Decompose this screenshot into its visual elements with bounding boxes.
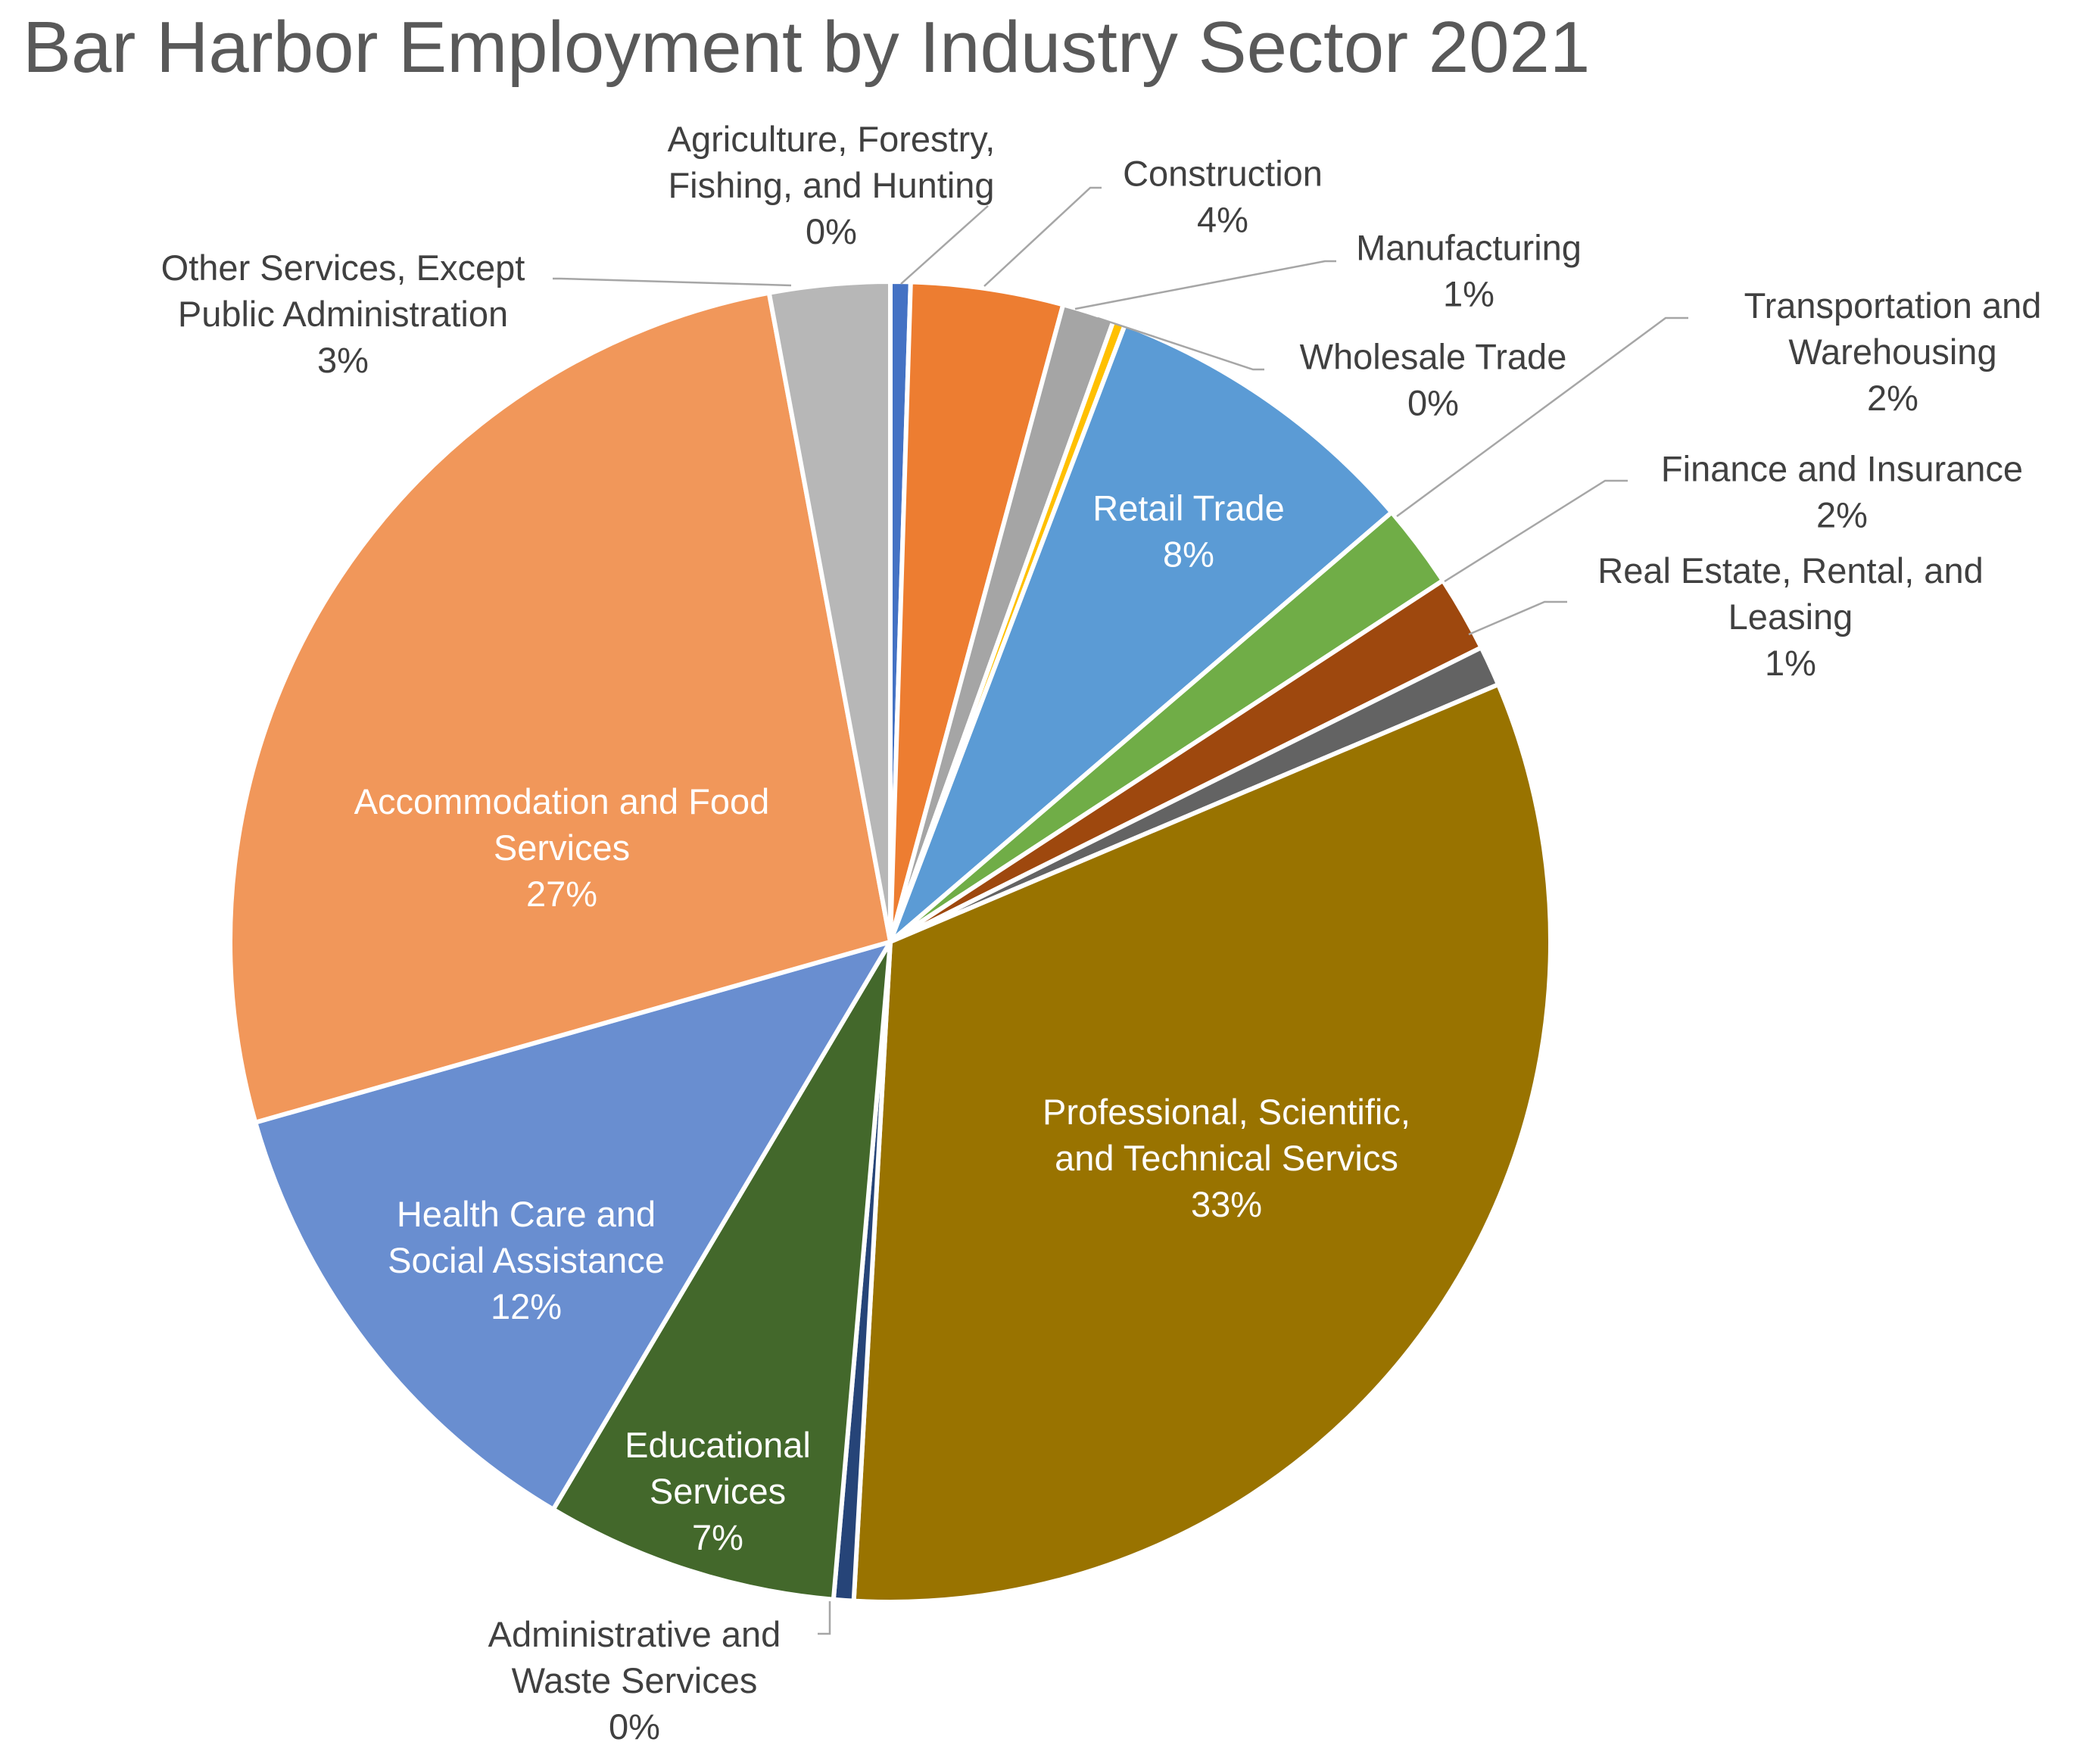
slice-category-label: Accommodation and Food bbox=[354, 781, 770, 821]
slice-label-10: Educational Services 7% bbox=[625, 1425, 811, 1557]
slice-percent-label: 1% bbox=[1765, 643, 1816, 683]
slice-percent-label: 27% bbox=[526, 874, 597, 914]
slice-category-label: Retail Trade bbox=[1092, 488, 1284, 528]
slice-labels: Agriculture, Forestry, Fishing, and Hunti… bbox=[161, 119, 2042, 1747]
slice-percent-label: 7% bbox=[692, 1517, 743, 1557]
slice-category-label: Educational bbox=[625, 1425, 811, 1465]
leader-line-6 bbox=[1444, 479, 1628, 583]
slice-category-label: Leasing bbox=[1728, 597, 1853, 637]
slice-percent-label: 4% bbox=[1197, 200, 1248, 240]
slice-label-4: Retail Trade 8% bbox=[1092, 488, 1284, 575]
slice-percent-label: 0% bbox=[1407, 383, 1459, 423]
slice-category-label: Warehousing bbox=[1788, 332, 1996, 372]
leader-line-1 bbox=[983, 186, 1102, 287]
slice-percent-label: 33% bbox=[1191, 1184, 1262, 1224]
slice-category-label: Services bbox=[650, 1471, 786, 1511]
slice-category-label: Fishing, and Hunting bbox=[668, 165, 994, 205]
slice-label-2: Manufacturing 1% bbox=[1356, 228, 1582, 314]
chart-title: Bar Harbor Employment by Industry Sector… bbox=[23, 7, 1591, 88]
slice-label-7: Real Estate, Rental, and Leasing 1% bbox=[1597, 550, 1983, 683]
slice-category-label: Real Estate, Rental, and bbox=[1597, 550, 1983, 591]
slice-label-12: Accommodation and Food Services 27% bbox=[354, 781, 770, 914]
slice-percent-label: 2% bbox=[1816, 495, 1868, 535]
leader-line-13 bbox=[553, 277, 792, 287]
leader-line-5 bbox=[1396, 316, 1688, 518]
slice-label-6: Finance and Insurance 2% bbox=[1661, 449, 2023, 535]
slice-label-0: Agriculture, Forestry, Fishing, and Hunti… bbox=[668, 119, 996, 251]
slice-category-label: and Technical Servics bbox=[1055, 1138, 1398, 1178]
slice-category-label: Manufacturing bbox=[1356, 228, 1582, 268]
slice-label-11: Health Care and Social Assistance 12% bbox=[388, 1194, 665, 1326]
slice-category-label: Health Care and bbox=[397, 1194, 656, 1234]
slice-category-label: Wholesale Trade bbox=[1300, 337, 1567, 377]
pie-slice-10 bbox=[550, 940, 893, 1602]
pie-slice-8 bbox=[851, 682, 1553, 1604]
pie-slice-12 bbox=[228, 290, 893, 1125]
slice-category-label: Construction bbox=[1123, 154, 1323, 194]
slice-percent-label: 12% bbox=[491, 1286, 562, 1326]
slice-category-label: Finance and Insurance bbox=[1661, 449, 2023, 489]
slice-percent-label: 8% bbox=[1163, 534, 1214, 575]
slice-label-3: Wholesale Trade 0% bbox=[1300, 337, 1567, 423]
slice-percent-label: 2% bbox=[1867, 378, 1918, 418]
slice-category-label: Social Assistance bbox=[388, 1240, 665, 1280]
slice-category-label: Public Administration bbox=[178, 294, 508, 334]
slice-label-9: Administrative and Waste Services 0% bbox=[488, 1614, 781, 1747]
slice-category-label: Transportation and bbox=[1744, 285, 2042, 326]
slice-category-label: Services bbox=[494, 827, 630, 868]
leader-line-7 bbox=[1468, 600, 1567, 636]
slice-category-label: Agriculture, Forestry, bbox=[668, 119, 996, 159]
leader-line-3 bbox=[1097, 316, 1264, 371]
slice-label-5: Transportation and Warehousing 2% bbox=[1744, 285, 2042, 418]
slice-percent-label: 3% bbox=[317, 340, 369, 380]
slice-category-label: Administrative and bbox=[488, 1614, 781, 1654]
leader-line-2 bbox=[1074, 260, 1336, 310]
leader-line-0 bbox=[900, 205, 989, 285]
pie-slice-13 bbox=[766, 279, 893, 944]
pie-slices bbox=[228, 279, 1553, 1604]
slice-label-13: Other Services, Except Public Administrat… bbox=[161, 248, 525, 380]
slice-category-label: Professional, Scientific, bbox=[1043, 1092, 1410, 1132]
slice-percent-label: 0% bbox=[806, 211, 857, 251]
slice-percent-label: 0% bbox=[609, 1706, 660, 1747]
slice-category-label: Waste Services bbox=[512, 1660, 758, 1700]
slice-label-1: Construction 4% bbox=[1123, 154, 1323, 240]
leader-line-9 bbox=[818, 1601, 831, 1635]
leader-lines bbox=[553, 186, 1688, 1635]
slice-label-8: Professional, Scientific, and Technical S… bbox=[1043, 1092, 1410, 1224]
slice-percent-label: 1% bbox=[1443, 274, 1494, 314]
slice-category-label: Other Services, Except bbox=[161, 248, 525, 288]
pie-slice-11 bbox=[253, 940, 893, 1512]
